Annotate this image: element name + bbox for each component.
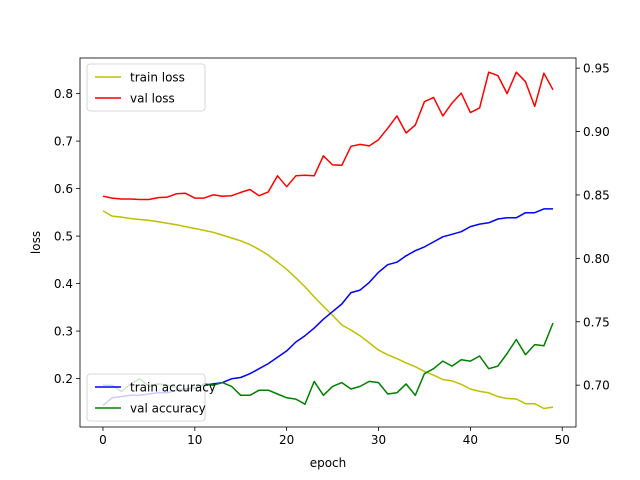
y-tick-label: 0.3 <box>54 325 73 339</box>
y-tick-label: 0.8 <box>54 87 73 101</box>
y-tick-label: 0.2 <box>54 372 73 386</box>
legend-box <box>86 373 206 422</box>
y-tick-label: 0.4 <box>54 277 73 291</box>
y-axis-label: loss <box>29 231 43 254</box>
legend-label: val loss <box>130 92 175 106</box>
x-axis-label: epoch <box>310 456 347 470</box>
x-tick-label: 40 <box>463 433 478 447</box>
y2-tick-label: 0.95 <box>583 62 610 76</box>
legend-left: train loss val loss <box>86 63 206 112</box>
legend-label: val accuracy <box>130 402 206 416</box>
axes-frame <box>79 57 577 428</box>
ticks-layer: 0 10 20 30 40 50 0.2 0.3 0.4 0.5 0.6 0.7 0.8 0.70 0.75… <box>54 62 610 447</box>
y2-tick-label: 0.75 <box>583 315 610 329</box>
plot-area <box>80 58 576 427</box>
y2-tick-label: 0.85 <box>583 188 610 202</box>
y-tick-label: 0.5 <box>54 230 73 244</box>
x-tick-label: 50 <box>555 433 570 447</box>
y2-tick-label: 0.80 <box>583 252 610 266</box>
legend-box <box>86 63 206 112</box>
series-line-1 <box>102 71 554 201</box>
legend-right: train accuracy val accuracy <box>86 373 216 422</box>
x-tick-label: 30 <box>371 433 386 447</box>
legend-label: train loss <box>130 71 185 85</box>
x-tick-label: 20 <box>279 433 294 447</box>
legend-label: train accuracy <box>130 381 216 395</box>
series-line-0 <box>102 210 554 410</box>
y2-tick-label: 0.90 <box>583 125 610 139</box>
x-tick-label: 0 <box>99 433 107 447</box>
y-tick-label: 0.7 <box>54 135 73 149</box>
y2-tick-label: 0.70 <box>583 379 610 393</box>
y-tick-label: 0.6 <box>54 182 73 196</box>
legend-layer: train loss val loss train accuracy val accu… <box>86 63 216 422</box>
x-tick-label: 10 <box>187 433 202 447</box>
